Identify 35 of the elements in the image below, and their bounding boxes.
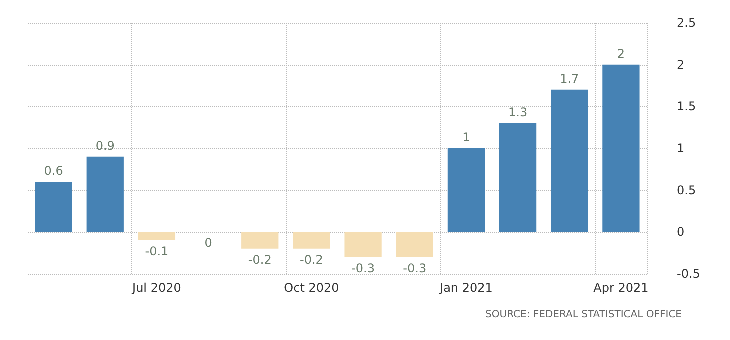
- data-label: -0.2: [300, 252, 324, 267]
- source-note: SOURCE: FEDERAL STATISTICAL OFFICE: [486, 310, 682, 320]
- bar: [396, 232, 434, 258]
- y-tick-label: 0: [677, 225, 685, 240]
- bar: [35, 182, 72, 232]
- bar: [344, 232, 382, 258]
- y-tick-label: 2: [677, 58, 685, 72]
- y-tick-label: 0.5: [677, 183, 696, 198]
- y-tick-label: 1: [677, 142, 685, 156]
- data-label: 0: [204, 236, 212, 250]
- data-label: 2: [617, 46, 626, 61]
- data-label: -0.3: [403, 261, 427, 276]
- x-tick-label: Apr 2021: [594, 281, 649, 295]
- data-label: 0.9: [96, 138, 115, 153]
- bar: [242, 232, 279, 249]
- data-label: 1.3: [508, 105, 528, 120]
- bar: [602, 64, 640, 232]
- data-label: -0.2: [248, 252, 272, 267]
- data-label: -0.1: [145, 244, 169, 259]
- x-tick-label: Jul 2020: [132, 281, 182, 295]
- y-tick-label: -0.5: [677, 267, 700, 281]
- y-tick-label: 1.5: [677, 100, 696, 114]
- bar: [138, 232, 176, 241]
- data-label: 1.7: [560, 72, 580, 86]
- x-tick-label: Oct 2020: [284, 281, 340, 295]
- x-tick-label: Jan 2021: [439, 281, 493, 295]
- bar: [499, 123, 537, 232]
- data-label: 1: [462, 130, 470, 144]
- data-label: 0.6: [44, 164, 64, 178]
- data-label: -0.3: [352, 261, 376, 276]
- bar: [293, 232, 330, 249]
- bar: [448, 148, 486, 232]
- bar: [551, 90, 588, 232]
- bar: [86, 156, 124, 232]
- y-tick-label: 2.5: [677, 16, 696, 30]
